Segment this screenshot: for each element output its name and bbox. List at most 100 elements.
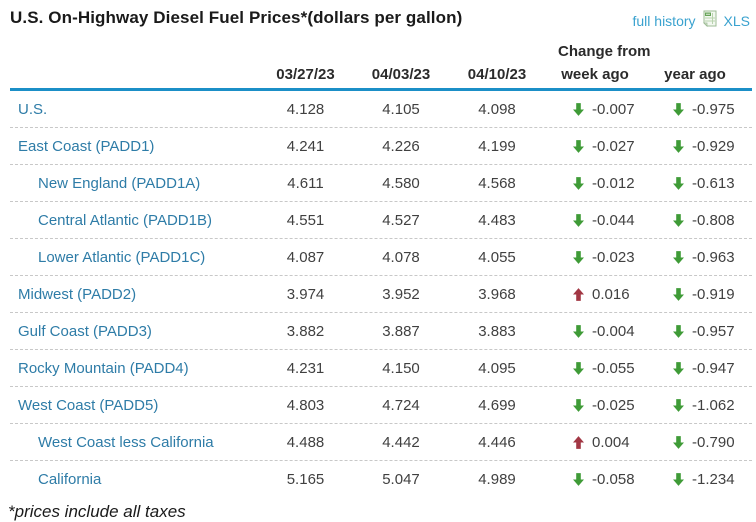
change-from-row: Change from	[10, 38, 752, 60]
change-value: 0.004	[592, 433, 630, 451]
price-value: 3.887	[382, 322, 420, 340]
price-value: 4.226	[382, 137, 420, 155]
table-row: West Coast less California 4.488 4.442 4…	[10, 424, 752, 461]
price-value: 4.087	[286, 248, 325, 266]
change-value: -0.808	[692, 211, 735, 229]
region-label: Rocky Mountain (PADD4)	[18, 359, 189, 377]
region-label: New England (PADD1A)	[38, 174, 201, 192]
price-value: 4.699	[478, 396, 516, 414]
change-year-ago-cell: -0.957	[645, 323, 745, 340]
change-week-ago-cell: -0.027	[545, 138, 645, 155]
price-value: 3.968	[478, 285, 516, 303]
change-value: -0.027	[592, 137, 635, 155]
change-year-ago-cell: -0.919	[645, 286, 745, 303]
table-row: U.S. 4.128 4.105 4.098 -0.007 -0.975	[10, 91, 752, 128]
down-arrow-icon	[673, 324, 684, 338]
price-value: 4.446	[478, 433, 516, 451]
table-row: Lower Atlantic (PADD1C) 4.087 4.078 4.05…	[10, 239, 752, 276]
price-value: 4.483	[478, 211, 516, 229]
table-row: Rocky Mountain (PADD4) 4.231 4.150 4.095…	[10, 350, 752, 387]
change-value: -0.929	[692, 137, 735, 155]
change-year-ago-cell: -1.234	[645, 471, 745, 488]
price-value: 4.150	[382, 359, 420, 377]
change-value: -1.234	[692, 470, 735, 488]
change-year-ago-cell: -0.947	[645, 360, 745, 377]
region-label: U.S.	[18, 100, 48, 118]
region-label: Lower Atlantic (PADD1C)	[38, 248, 206, 266]
up-arrow-icon	[573, 287, 584, 301]
price-value: 3.883	[478, 322, 516, 340]
price-value: 4.442	[382, 433, 420, 451]
down-arrow-icon	[673, 102, 684, 116]
change-week-ago-cell: -0.058	[545, 471, 645, 488]
price-value: 4.199	[478, 137, 516, 155]
change-year-ago-cell: -0.613	[645, 175, 745, 192]
change-year-ago-cell: -0.929	[645, 138, 745, 155]
price-value: 4.078	[382, 248, 420, 266]
price-value: 4.098	[478, 100, 516, 118]
price-value: 4.568	[478, 174, 516, 192]
region-label: California	[38, 470, 102, 488]
price-table-body: U.S. 4.128 4.105 4.098 -0.007 -0.975 Eas…	[10, 91, 752, 497]
down-arrow-icon	[573, 102, 584, 116]
price-value: 5.165	[286, 470, 325, 488]
price-value: 4.128	[286, 100, 325, 118]
xls-link[interactable]: XLS	[723, 13, 750, 29]
table-row: East Coast (PADD1) 4.241 4.226 4.199 -0.…	[10, 128, 752, 165]
down-arrow-icon	[573, 139, 584, 153]
week-ago-header: week ago	[561, 65, 629, 83]
price-value: 4.724	[382, 396, 420, 414]
region-label: Midwest (PADD2)	[18, 285, 137, 303]
change-year-ago-cell: -1.062	[645, 397, 745, 414]
date-column-header: 04/10/23	[467, 65, 527, 83]
change-value: -0.025	[592, 396, 635, 414]
down-arrow-icon	[573, 472, 584, 486]
down-arrow-icon	[673, 287, 684, 301]
price-value: 4.055	[478, 248, 516, 266]
full-history-link[interactable]: full history	[632, 13, 696, 29]
down-arrow-icon	[573, 361, 584, 375]
footnote: *prices include all taxes	[8, 502, 186, 521]
change-year-ago-cell: -0.808	[645, 212, 745, 229]
change-week-ago-cell: 0.016	[545, 286, 645, 303]
change-value: -0.919	[692, 285, 735, 303]
widget-header: U.S. On-Highway Diesel Fuel Prices*(doll…	[10, 8, 752, 38]
change-value: -0.023	[592, 248, 635, 266]
change-value: -0.613	[692, 174, 735, 192]
table-row: New England (PADD1A) 4.611 4.580 4.568 -…	[10, 165, 752, 202]
change-value: -0.058	[592, 470, 635, 488]
change-week-ago-cell: -0.023	[545, 249, 645, 266]
change-week-ago-cell: -0.007	[545, 101, 645, 118]
change-year-ago-cell: -0.963	[645, 249, 745, 266]
change-week-ago-cell: -0.004	[545, 323, 645, 340]
price-value: 5.047	[382, 470, 420, 488]
change-value: -0.790	[692, 433, 735, 451]
down-arrow-icon	[573, 250, 584, 264]
price-value: 4.488	[286, 433, 325, 451]
table-row: Gulf Coast (PADD3) 3.882 3.887 3.883 -0.…	[10, 313, 752, 350]
change-year-ago-cell: -0.975	[645, 101, 745, 118]
change-week-ago-cell: -0.025	[545, 397, 645, 414]
price-value: 4.105	[382, 100, 420, 118]
down-arrow-icon	[673, 213, 684, 227]
change-value: -0.044	[592, 211, 635, 229]
down-arrow-icon	[673, 176, 684, 190]
change-value: -0.007	[592, 100, 635, 118]
price-value: 4.527	[382, 211, 420, 229]
xls-spreadsheet-icon[interactable]	[702, 10, 718, 32]
change-value: -0.012	[592, 174, 635, 192]
down-arrow-icon	[573, 176, 584, 190]
change-week-ago-cell: -0.055	[545, 360, 645, 377]
price-value: 4.241	[286, 137, 325, 155]
change-value: -0.957	[692, 322, 735, 340]
price-value: 4.803	[286, 396, 325, 414]
change-week-ago-cell: 0.004	[545, 434, 645, 451]
change-week-ago-cell: -0.044	[545, 212, 645, 229]
change-value: -0.947	[692, 359, 735, 377]
table-row: Central Atlantic (PADD1B) 4.551 4.527 4.…	[10, 202, 752, 239]
price-value: 4.551	[286, 211, 325, 229]
down-arrow-icon	[573, 324, 584, 338]
date-column-header: 03/27/23	[276, 65, 335, 83]
change-week-ago-cell: -0.012	[545, 175, 645, 192]
region-label: West Coast less California	[38, 433, 214, 451]
